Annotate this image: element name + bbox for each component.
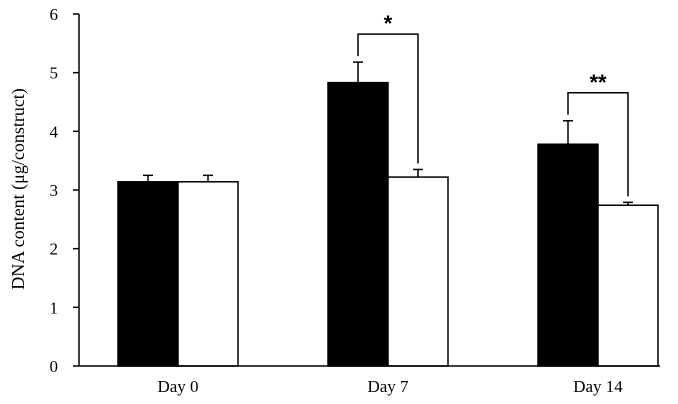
y-tick-label: 3: [50, 181, 59, 200]
y-tick-marks: [73, 13, 79, 367]
bar: [117, 181, 179, 367]
significance-label: *: [384, 11, 393, 36]
x-tick-label: Day 14: [573, 377, 623, 396]
y-tick-label: 1: [50, 298, 59, 317]
bar: [327, 81, 389, 367]
bars: [117, 81, 659, 367]
y-tick-label: 0: [50, 357, 59, 376]
y-tick-label: 5: [50, 64, 59, 83]
y-tick-labels: 0 1 2 3 4 5 6: [50, 5, 59, 376]
significance-bracket: [357, 33, 419, 164]
y-tick-label: 2: [50, 240, 59, 259]
x-tick-label: Day 7: [367, 377, 409, 396]
x-tick-labels: Day 0 Day 7 Day 14: [157, 377, 623, 396]
x-tick-label: Day 0: [157, 377, 198, 396]
bar: [387, 176, 449, 367]
y-axis-title: DNA content (μg/construct): [8, 88, 29, 290]
bar: [537, 143, 599, 367]
error-bars: [143, 61, 633, 206]
bar: [597, 204, 659, 367]
y-tick-label: 6: [50, 5, 59, 24]
bar: [177, 181, 239, 367]
significance-brackets: ***: [357, 11, 629, 197]
significance-bracket: [567, 92, 629, 197]
significance-label: **: [589, 70, 607, 95]
y-tick-label: 4: [50, 122, 59, 141]
